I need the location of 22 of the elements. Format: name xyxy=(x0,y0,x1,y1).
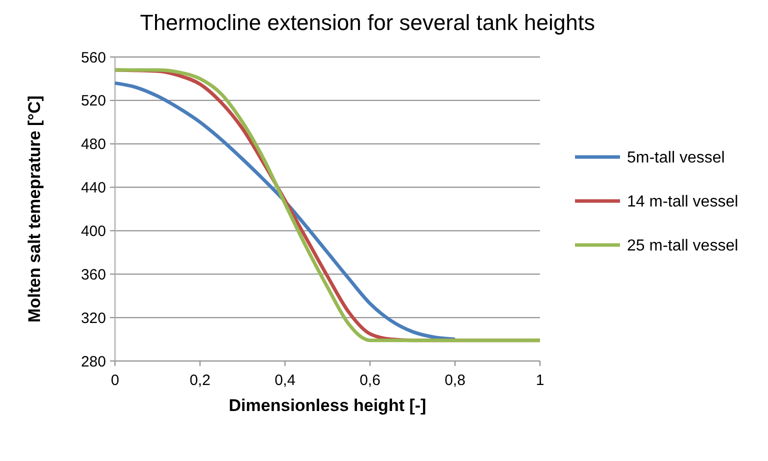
chart-title: Thermocline extension for several tank heights xyxy=(140,10,595,35)
x-tick-label: 0,4 xyxy=(274,372,296,389)
y-tick-label: 560 xyxy=(80,49,106,66)
y-tick-label: 320 xyxy=(80,310,106,327)
legend-label: 5m-tall vessel xyxy=(627,150,725,167)
y-tick-label: 400 xyxy=(80,222,106,240)
y-tick-label: 440 xyxy=(80,180,106,197)
x-tick-label: 1 xyxy=(536,372,544,389)
y-tick-label: 280 xyxy=(80,353,106,370)
x-tick-label: 0,6 xyxy=(360,372,380,389)
line-series xyxy=(113,81,457,342)
y-tick-label: 520 xyxy=(80,92,106,110)
x-tick-label: 0,2 xyxy=(190,372,210,389)
y-tick-label: 360 xyxy=(80,266,106,284)
legend-label: 25 m-tall vessel xyxy=(627,238,738,255)
x-tick-label: 0,8 xyxy=(444,372,466,389)
y-tick-label: 480 xyxy=(80,136,106,154)
line-series xyxy=(113,68,542,342)
x-tick-label: 0 xyxy=(110,372,120,389)
x-axis-title: Dimensionless height [-] xyxy=(228,396,426,415)
legend-label: 14 m-tall vessel xyxy=(627,194,738,211)
y-axis-title: Molten salt temeprature [°C] xyxy=(25,96,44,322)
